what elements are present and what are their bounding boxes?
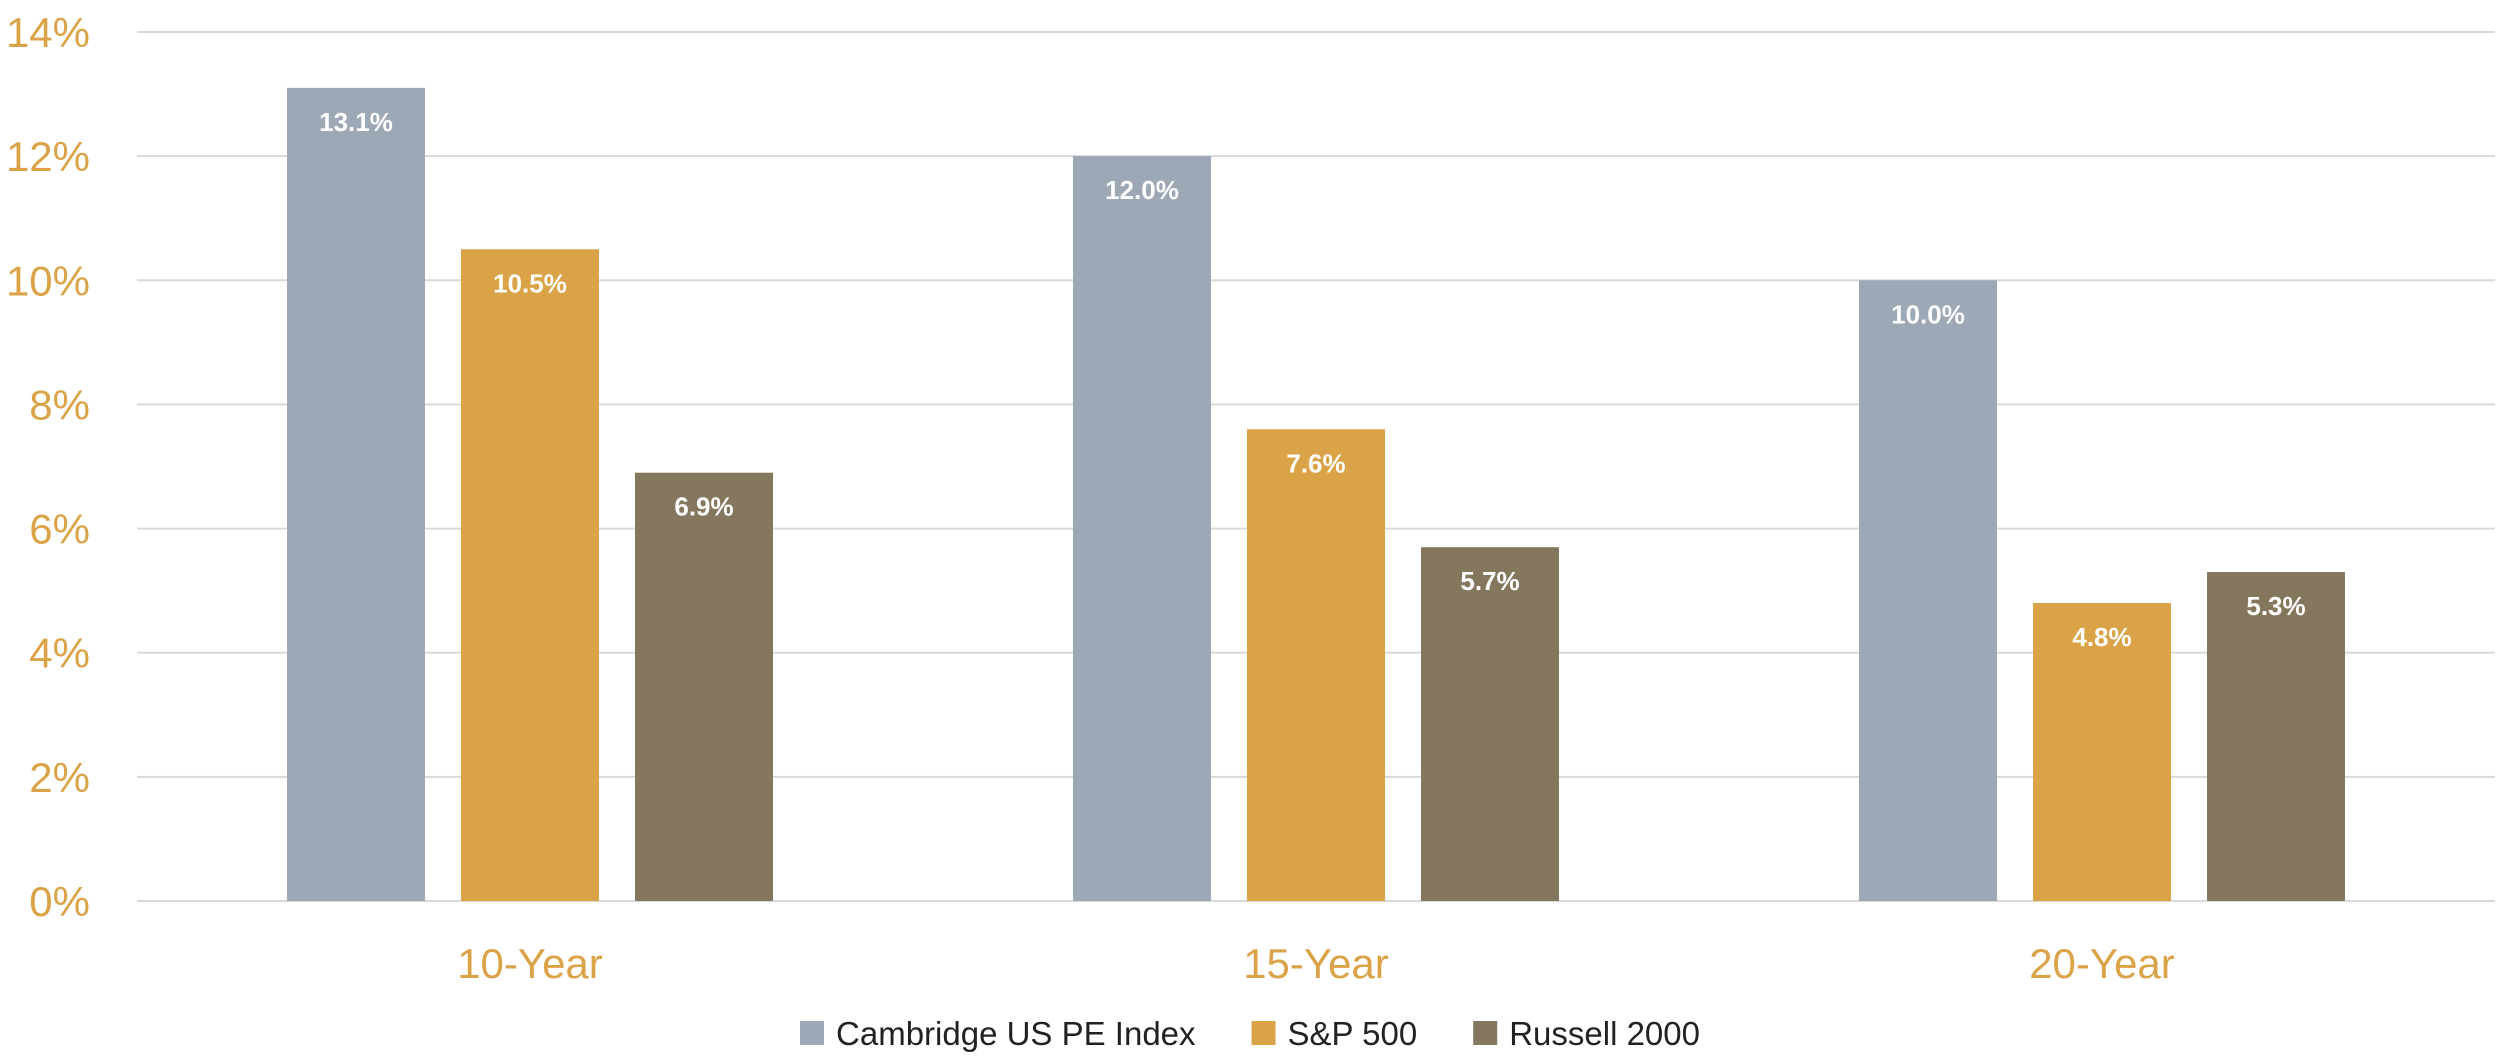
y-tick-label: 12% [6,133,90,180]
bar [2207,572,2345,901]
bar [287,87,425,902]
x-category-label: 20-Year [2029,940,2175,987]
bar [635,472,773,901]
data-label: 6.9% [674,492,733,522]
legend-swatch [800,1021,825,1045]
data-label: 4.8% [2072,622,2131,652]
data-label: 13.1% [319,107,393,137]
bar [461,249,599,901]
data-label: 5.7% [1460,566,1519,596]
legend-label: Russell 2000 [1509,1015,1700,1052]
y-tick-label: 8% [29,381,90,428]
x-category-label: 10-Year [457,940,603,987]
x-category-label: 15-Year [1243,940,1389,987]
bar [1421,547,1559,901]
y-tick-label: 14% [6,9,90,56]
bar [2033,603,2171,901]
y-tick-label: 2% [29,754,90,801]
y-tick-label: 0% [29,878,90,925]
y-tick-label: 4% [29,630,90,677]
bar [1859,280,1997,901]
legend: Cambridge US PE Index S&P 500 Russell 2000 [800,1015,1700,1052]
legend-label: S&P 500 [1288,1015,1418,1052]
y-tick-label: 6% [29,506,90,553]
y-tick-label: 10% [6,257,90,304]
bar [1247,429,1385,901]
data-label: 10.0% [1891,299,1965,329]
legend-swatch [1473,1021,1498,1045]
x-axis: 10-Year 15-Year 20-Year [457,940,2175,987]
data-label: 5.3% [2246,591,2305,621]
legend-swatch [1251,1021,1276,1045]
data-label: 10.5% [493,268,567,298]
legend-label: Cambridge US PE Index [836,1015,1196,1052]
bars: 13.1% 10.5% 6.9% 12.0% 7.6% 5.7% 10.0% 4.8% 5.3% [287,87,2345,902]
data-label: 7.6% [1286,448,1345,478]
data-label: 12.0% [1105,175,1179,205]
y-axis: 0% 2% 4% 6% 8% 10% 12% 14% [6,9,90,925]
bar [1073,156,1211,902]
